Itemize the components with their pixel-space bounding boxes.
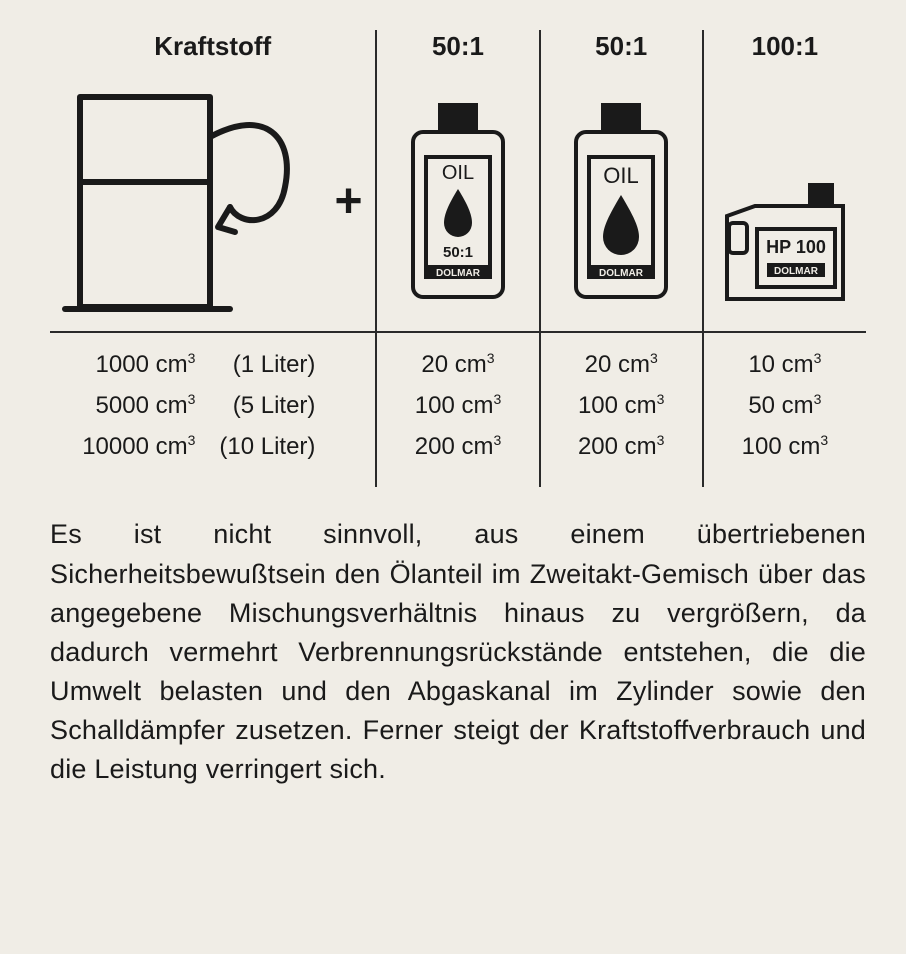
bottle-label-mid: 50:1 bbox=[443, 244, 473, 261]
table-row: 20 cm3 bbox=[377, 345, 538, 386]
table-row: 200 cm3 bbox=[377, 427, 538, 468]
cell-fuel-icon: + bbox=[50, 72, 376, 332]
table-data-row: 1000 cm3(1 Liter) 5000 cm3(5 Liter) 1000… bbox=[50, 333, 866, 487]
data-oil50a: 20 cm3 100 cm3 200 cm3 bbox=[376, 333, 539, 487]
cell-oil100-icon: HP 100 DOLMAR bbox=[703, 72, 866, 332]
header-oil50a: 50:1 bbox=[376, 30, 539, 72]
cell-oil50a-icon: OIL 50:1 DOLMAR bbox=[376, 72, 539, 332]
table-row: 20 cm3 bbox=[541, 345, 702, 386]
table-row: 1000 cm3(1 Liter) bbox=[50, 345, 375, 386]
oil-bottle-icon: OIL DOLMAR bbox=[561, 97, 681, 307]
header-oil50b: 50:1 bbox=[540, 30, 703, 72]
plus-symbol: + bbox=[334, 174, 362, 229]
fuel-pump-icon bbox=[60, 77, 310, 327]
table-row: 5000 cm3(5 Liter) bbox=[50, 386, 375, 427]
bottle-brand: DOLMAR bbox=[436, 268, 481, 279]
table-row: 10 cm3 bbox=[704, 345, 866, 386]
header-fuel: Kraftstoff bbox=[50, 30, 376, 72]
table-row: 100 cm3 bbox=[377, 386, 538, 427]
oil-bottle-icon: OIL 50:1 DOLMAR bbox=[398, 97, 518, 307]
can-brand: DOLMAR bbox=[774, 266, 819, 277]
oil-can-icon: HP 100 DOLMAR bbox=[715, 181, 855, 311]
data-fuel: 1000 cm3(1 Liter) 5000 cm3(5 Liter) 1000… bbox=[50, 333, 376, 487]
bottle-label-top: OIL bbox=[603, 163, 638, 188]
table-header-row: Kraftstoff 50:1 50:1 100:1 bbox=[50, 30, 866, 72]
table-row: 200 cm3 bbox=[541, 427, 702, 468]
cell-oil50b-icon: OIL DOLMAR bbox=[540, 72, 703, 332]
data-oil50b: 20 cm3 100 cm3 200 cm3 bbox=[540, 333, 703, 487]
table-icon-row: + OIL 50:1 DOLMAR bbox=[50, 72, 866, 332]
data-oil100: 10 cm3 50 cm3 100 cm3 bbox=[703, 333, 866, 487]
table-row: 10000 cm3(10 Liter) bbox=[50, 427, 375, 468]
bottle-label-top: OIL bbox=[442, 162, 474, 184]
header-oil100: 100:1 bbox=[703, 30, 866, 72]
explanatory-paragraph: Es ist nicht sinnvoll, aus einem übertri… bbox=[50, 515, 866, 789]
page: Kraftstoff 50:1 50:1 100:1 bbox=[0, 0, 906, 846]
table-row: 50 cm3 bbox=[704, 386, 866, 427]
table-row: 100 cm3 bbox=[704, 427, 866, 468]
mix-ratio-table: Kraftstoff 50:1 50:1 100:1 bbox=[50, 30, 866, 487]
bottle-brand: DOLMAR bbox=[599, 268, 644, 279]
table-row: 100 cm3 bbox=[541, 386, 702, 427]
can-label: HP 100 bbox=[766, 237, 826, 257]
